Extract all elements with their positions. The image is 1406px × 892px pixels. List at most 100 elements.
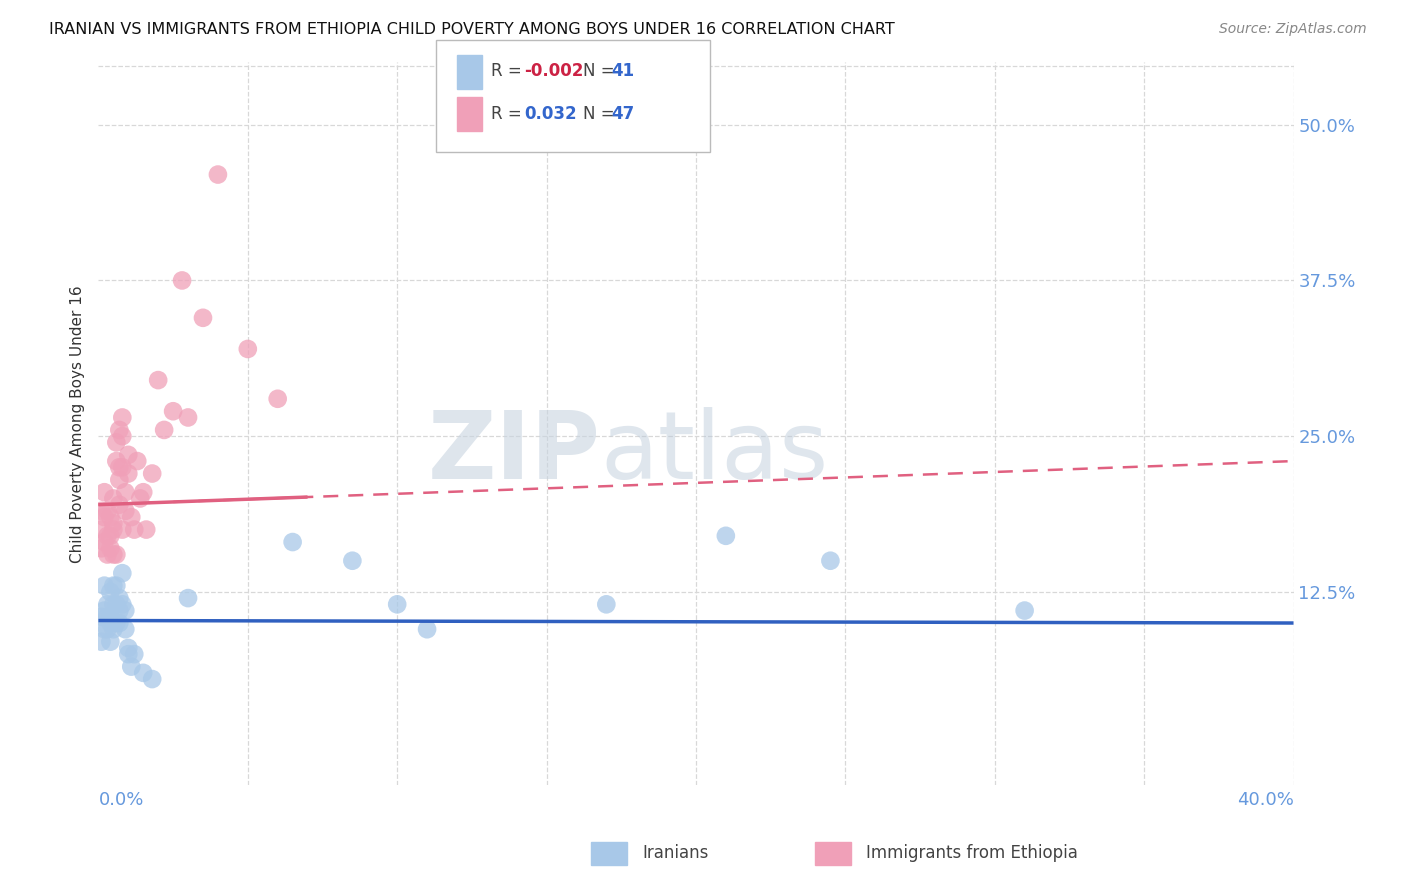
Point — [108, 498, 131, 512]
Point — [207, 168, 229, 182]
Point — [267, 392, 290, 406]
Point — [108, 473, 131, 487]
Point — [129, 491, 152, 506]
Text: 41: 41 — [612, 62, 634, 80]
Point — [108, 591, 131, 606]
Point — [135, 523, 157, 537]
Point — [103, 516, 125, 531]
Point — [98, 615, 122, 630]
Point — [385, 598, 409, 612]
Point — [90, 504, 112, 518]
Point — [96, 598, 118, 612]
Point — [98, 585, 122, 599]
Point — [153, 423, 176, 437]
Point — [111, 460, 134, 475]
Point — [105, 615, 128, 630]
Point — [416, 622, 439, 636]
Point — [111, 598, 134, 612]
Point — [103, 523, 125, 537]
Point — [141, 672, 163, 686]
Point — [98, 510, 122, 524]
Point — [103, 491, 125, 506]
Point — [105, 598, 128, 612]
Point — [90, 523, 112, 537]
Text: Source: ZipAtlas.com: Source: ZipAtlas.com — [1219, 22, 1367, 37]
Text: 0.0%: 0.0% — [98, 791, 143, 809]
Point — [108, 423, 131, 437]
Point — [117, 640, 139, 655]
Point — [98, 541, 122, 556]
Point — [714, 529, 737, 543]
Point — [96, 622, 118, 636]
Point — [114, 504, 136, 518]
Y-axis label: Child Poverty Among Boys Under 16: Child Poverty Among Boys Under 16 — [70, 285, 86, 563]
Point — [96, 609, 118, 624]
Point — [105, 548, 128, 562]
Text: atlas: atlas — [600, 407, 828, 499]
Point — [595, 598, 617, 612]
Text: 47: 47 — [612, 105, 636, 123]
Point — [148, 373, 170, 387]
Text: N =: N = — [583, 105, 620, 123]
Point — [90, 634, 112, 648]
Point — [93, 510, 115, 524]
Point — [96, 529, 118, 543]
Text: R =: R = — [491, 105, 527, 123]
Point — [132, 665, 155, 680]
Point — [114, 622, 136, 636]
Point — [90, 609, 112, 624]
Point — [103, 622, 125, 636]
Point — [124, 647, 146, 661]
Point — [342, 554, 364, 568]
Point — [98, 529, 122, 543]
Point — [114, 603, 136, 617]
Point — [96, 548, 118, 562]
Point — [105, 435, 128, 450]
Bar — [592, 842, 627, 864]
Point — [93, 535, 115, 549]
Point — [1014, 603, 1036, 617]
Point — [93, 603, 115, 617]
Point — [191, 310, 214, 325]
Point — [111, 566, 134, 581]
Text: 0.032: 0.032 — [524, 105, 576, 123]
Point — [111, 429, 134, 443]
Text: 40.0%: 40.0% — [1237, 791, 1294, 809]
Point — [98, 609, 122, 624]
Point — [96, 504, 118, 518]
Point — [105, 579, 128, 593]
Point — [108, 603, 131, 617]
Point — [117, 467, 139, 481]
Text: IRANIAN VS IMMIGRANTS FROM ETHIOPIA CHILD POVERTY AMONG BOYS UNDER 16 CORRELATIO: IRANIAN VS IMMIGRANTS FROM ETHIOPIA CHIL… — [49, 22, 896, 37]
Point — [90, 541, 112, 556]
Point — [117, 448, 139, 462]
Text: ZIP: ZIP — [427, 407, 600, 499]
Point — [127, 454, 149, 468]
Point — [820, 554, 842, 568]
Point — [103, 548, 125, 562]
Point — [93, 485, 115, 500]
Point — [111, 523, 134, 537]
Point — [172, 273, 194, 287]
Point — [120, 659, 142, 673]
Point — [93, 622, 115, 636]
Point — [103, 615, 125, 630]
Point — [120, 510, 142, 524]
Point — [93, 579, 115, 593]
Point — [162, 404, 184, 418]
Point — [177, 591, 200, 606]
Point — [124, 523, 146, 537]
Point — [105, 454, 128, 468]
Point — [281, 535, 304, 549]
Point — [103, 598, 125, 612]
Text: -0.002: -0.002 — [524, 62, 583, 80]
Point — [236, 342, 259, 356]
Point — [141, 467, 163, 481]
Point — [108, 460, 131, 475]
Point — [114, 485, 136, 500]
Point — [132, 485, 155, 500]
Text: Immigrants from Ethiopia: Immigrants from Ethiopia — [866, 845, 1078, 863]
Text: R =: R = — [491, 62, 527, 80]
Point — [111, 410, 134, 425]
Point — [177, 410, 200, 425]
